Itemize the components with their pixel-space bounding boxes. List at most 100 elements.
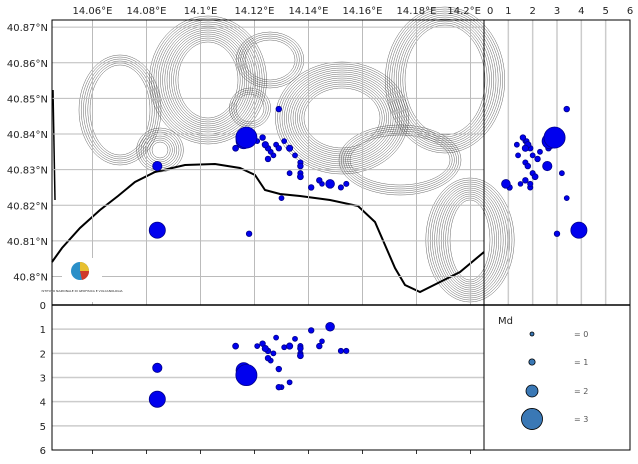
legend-label: = 2 (574, 387, 588, 396)
lat-depth-event-marker (542, 161, 553, 172)
contour-line (168, 33, 248, 127)
contour-line (171, 35, 245, 125)
lon-depth-event-marker (270, 350, 277, 357)
map-event-marker (245, 230, 253, 237)
lon-depth-event-marker (273, 334, 279, 341)
contour-line (151, 17, 265, 143)
depth-tick-label: 2 (40, 349, 46, 360)
lat-depth-event-marker (529, 152, 536, 159)
lon-tick-label: 14.16°E (343, 6, 383, 17)
contour-line (349, 134, 451, 186)
contour-line (338, 124, 462, 196)
contour-line (277, 63, 407, 173)
lat-depth-event-marker (543, 126, 566, 149)
contour-line (290, 75, 394, 161)
lon-tick-label: 14.06°E (73, 6, 113, 17)
contour-line (292, 77, 392, 159)
lat-depth-event-marker (515, 152, 521, 159)
legend-label: = 3 (574, 415, 588, 424)
contour-line (177, 41, 239, 119)
map-event-marker (264, 155, 272, 163)
map-event-marker (275, 105, 282, 113)
lon-depth-event-marker (275, 365, 282, 373)
map-event-marker (278, 195, 285, 202)
lon-depth-event-marker (286, 379, 293, 386)
legend-label: = 1 (574, 358, 588, 367)
panel-frames (51, 19, 631, 451)
contour-line (301, 85, 383, 151)
contour-line (240, 35, 300, 85)
contour-line (283, 69, 401, 167)
contour-line (402, 22, 488, 138)
contour-line (343, 128, 457, 192)
lat-tick-label: 40.8°N (13, 273, 48, 284)
map-event-marker (259, 134, 266, 141)
legend-marker (521, 408, 543, 430)
contour-line (303, 87, 381, 149)
map-event-marker (148, 221, 166, 239)
legend-marker (525, 384, 539, 398)
lat-depth-event-marker (513, 141, 520, 148)
contour-line (136, 127, 184, 173)
depth-tick-label: 0 (40, 301, 46, 312)
lat-depth-event-marker (553, 230, 561, 237)
legend-label: = 0 (574, 330, 588, 339)
lat-tick-label: 40.84°N (7, 130, 48, 141)
contour-line (151, 141, 169, 159)
lon-depth-event-marker (261, 344, 269, 353)
lon-depth-event-marker (281, 344, 288, 351)
map-contours (51, 6, 515, 303)
map-event-marker (297, 162, 304, 170)
depth-tick-label: 3 (40, 374, 46, 385)
contour-line (233, 91, 267, 125)
lon-depth-event-marker (297, 352, 304, 360)
depth-top-tick-label: 4 (578, 6, 584, 17)
contour-line (395, 16, 495, 144)
contour-line (235, 31, 305, 89)
lat-depth-event-marker (563, 195, 570, 202)
logo-globe-segment (80, 262, 89, 271)
lon-depth-event-marker (325, 321, 335, 332)
map-event-marker (308, 184, 315, 191)
plot-frame (51, 19, 485, 451)
contour-line (345, 130, 455, 190)
contour-line (340, 126, 460, 194)
map-event-marker (343, 180, 350, 187)
map-event-marker (281, 138, 288, 145)
map-event-marker (275, 145, 282, 152)
coastline-edge (52, 89, 56, 201)
ingv-logo: ISTITUTO NAZIONALE DI GEOFISICA E VULCAN… (41, 258, 123, 302)
map-event-marker (325, 179, 335, 189)
contour-line (244, 39, 296, 81)
contour-line (391, 12, 499, 148)
contour-line (286, 71, 398, 165)
contour-line (297, 81, 387, 155)
lon-depth-event-marker (264, 354, 272, 362)
contour-line (281, 67, 403, 169)
map-event-marker (316, 177, 323, 184)
logo-text: ISTITUTO NAZIONALE DI GEOFISICA E VULCAN… (41, 289, 123, 293)
legend-marker (528, 358, 536, 366)
contour-line (288, 73, 396, 163)
lon-depth-event-marker (343, 347, 350, 354)
lat-depth-event-marker (563, 105, 570, 113)
contour-line (393, 14, 497, 146)
lat-depth-event-marker (558, 170, 565, 177)
contour-line (89, 64, 151, 156)
lon-depth-event-marker (275, 383, 282, 391)
lon-depth-event-marker (292, 335, 298, 342)
contour-line (231, 89, 269, 127)
map-event-marker (286, 170, 293, 177)
coastline (51, 162, 485, 294)
logo-globe-segment (80, 271, 90, 280)
lat-depth-event-marker (534, 155, 541, 163)
lon-depth-event-marker (316, 342, 323, 350)
magnitude-legend: Md = 0 = 1 = 2 = 3 (498, 316, 588, 430)
map-event-marker (337, 184, 344, 191)
lat-depth-event-marker (521, 144, 529, 152)
lon-depth-event-marker (308, 327, 315, 334)
depth-tick-label: 6 (40, 446, 46, 457)
lat-depth-event-marker (522, 177, 529, 184)
